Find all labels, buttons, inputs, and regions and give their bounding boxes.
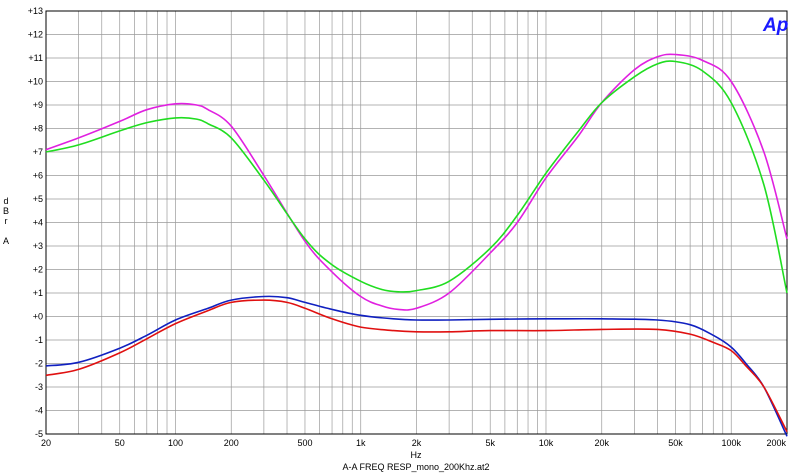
series-layer [45, 53, 788, 437]
y-axis-label-char: A [3, 236, 9, 246]
x-tick-label: 10k [539, 438, 554, 448]
ap-logo: Ap [762, 15, 788, 36]
y-tick-label: +13 [28, 6, 43, 16]
y-tick-label: +0 [33, 312, 43, 322]
x-tick-label: 50k [668, 438, 683, 448]
y-tick-label: +4 [33, 218, 43, 228]
series-line-1 [45, 53, 788, 311]
y-tick-label: +9 [33, 100, 43, 110]
y-tick-label: +1 [33, 288, 43, 298]
y-axis-label-char: B [3, 206, 9, 216]
x-axis-label: Hz [411, 450, 422, 460]
y-tick-label: +11 [28, 53, 43, 63]
x-tick-label: 5k [485, 438, 495, 448]
x-tick-label: 1k [356, 438, 366, 448]
x-tick-label: 200k [766, 438, 786, 448]
x-tick-label: 100 [168, 438, 183, 448]
x-tick-label: 2k [412, 438, 422, 448]
y-tick-label: +2 [33, 265, 43, 275]
y-tick-label: +5 [33, 194, 43, 204]
y-tick-labels: +13 +12 +11 +10 +9 +8 +7 +6 +5 +4 +3 +2 +1 +0 -1 -2 -3 -4… [28, 6, 43, 439]
x-tick-label: 500 [297, 438, 312, 448]
y-tick-label: +7 [33, 147, 43, 157]
y-tick-label: +3 [33, 241, 43, 251]
y-tick-label: -3 [35, 382, 43, 392]
y-tick-label: +6 [33, 171, 43, 181]
y-tick-label: -2 [35, 359, 43, 369]
x-tick-label: 50 [115, 438, 125, 448]
x-tick-label: 20 [41, 438, 51, 448]
x-tick-labels: 20 50 100 200 500 1k 2k 5k 10k 20k 50k 100k 200k [41, 438, 786, 448]
plot-frame [45, 10, 788, 435]
y-axis-label-char: r [5, 216, 8, 226]
series-line-3 [45, 295, 788, 437]
y-tick-label: -4 [35, 406, 43, 416]
y-tick-label: +10 [28, 77, 43, 87]
series-line-4 [45, 299, 788, 433]
x-tick-label: 100k [721, 438, 741, 448]
y-axis-label-char: d [3, 196, 8, 206]
grid-lines [45, 10, 788, 435]
y-tick-label: +12 [28, 30, 43, 40]
x-tick-label: 20k [594, 438, 609, 448]
chart-title: A-A FREQ RESP_mono_200Khz.at2 [342, 462, 489, 472]
x-tick-label: 200 [224, 438, 239, 448]
y-tick-label: -1 [35, 335, 43, 345]
series-line-2 [45, 60, 788, 294]
y-tick-label: -5 [35, 429, 43, 439]
y-tick-label: +8 [33, 124, 43, 134]
